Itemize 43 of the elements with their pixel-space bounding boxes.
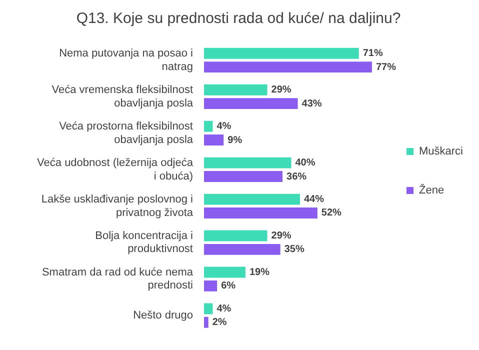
y-tick-label: Nešto drugo [133, 310, 193, 322]
bar [204, 280, 218, 292]
bar [204, 244, 280, 255]
bar [204, 62, 372, 73]
y-tick-label: Veća vremenska fleksibilnost obavljanja posla [52, 84, 194, 110]
data-label: 44% [304, 194, 324, 206]
data-label: 71% [362, 48, 383, 60]
data-label: 29% [271, 230, 292, 242]
bar [204, 230, 268, 242]
bar [204, 157, 292, 168]
bar [204, 84, 268, 96]
data-label: 40% [295, 158, 316, 169]
data-label: 2% [212, 317, 227, 328]
chart-title: Q13. Koje su prednosti rada od kuće/ na daljinu? [76, 10, 401, 28]
bar [204, 98, 298, 110]
data-label: 19% [249, 267, 270, 278]
y-tick-label: Smatram da rad od kuće nema prednosti [42, 266, 194, 292]
bar [204, 303, 213, 314]
y-tick-label: Nema putovanja na posao i natrag [59, 48, 193, 73]
legend-label: Muškarci [418, 146, 464, 158]
bar [204, 316, 208, 328]
data-label: 9% [228, 134, 242, 146]
bar [204, 208, 318, 218]
data-label: 36% [286, 171, 307, 182]
y-tick-label: Veća udobnost (ležernija odjeća i obuća) [37, 157, 194, 182]
bar [204, 194, 300, 205]
bar [204, 134, 224, 146]
data-label: 6% [221, 280, 236, 292]
y-tick-label: Bolja koncentracija i produktivnost [95, 230, 193, 256]
bar [204, 120, 213, 132]
legend-label: Žene [418, 184, 444, 197]
data-label: 29% [271, 84, 292, 96]
y-tick-label: Veća prostorna fleksibilnost obavljanja posla [59, 120, 194, 146]
data-label: 43% [302, 98, 322, 110]
bar [204, 266, 246, 278]
data-label: 4% [216, 303, 232, 314]
y-tick-label: Lakše usklađivanje poslovnog i privatnog života [41, 194, 194, 219]
data-label: 52% [321, 208, 342, 219]
bar [204, 171, 283, 182]
data-label: 77% [376, 62, 396, 73]
data-label: 4% [216, 121, 232, 132]
data-label: 35% [284, 244, 304, 256]
bar [204, 48, 359, 59]
